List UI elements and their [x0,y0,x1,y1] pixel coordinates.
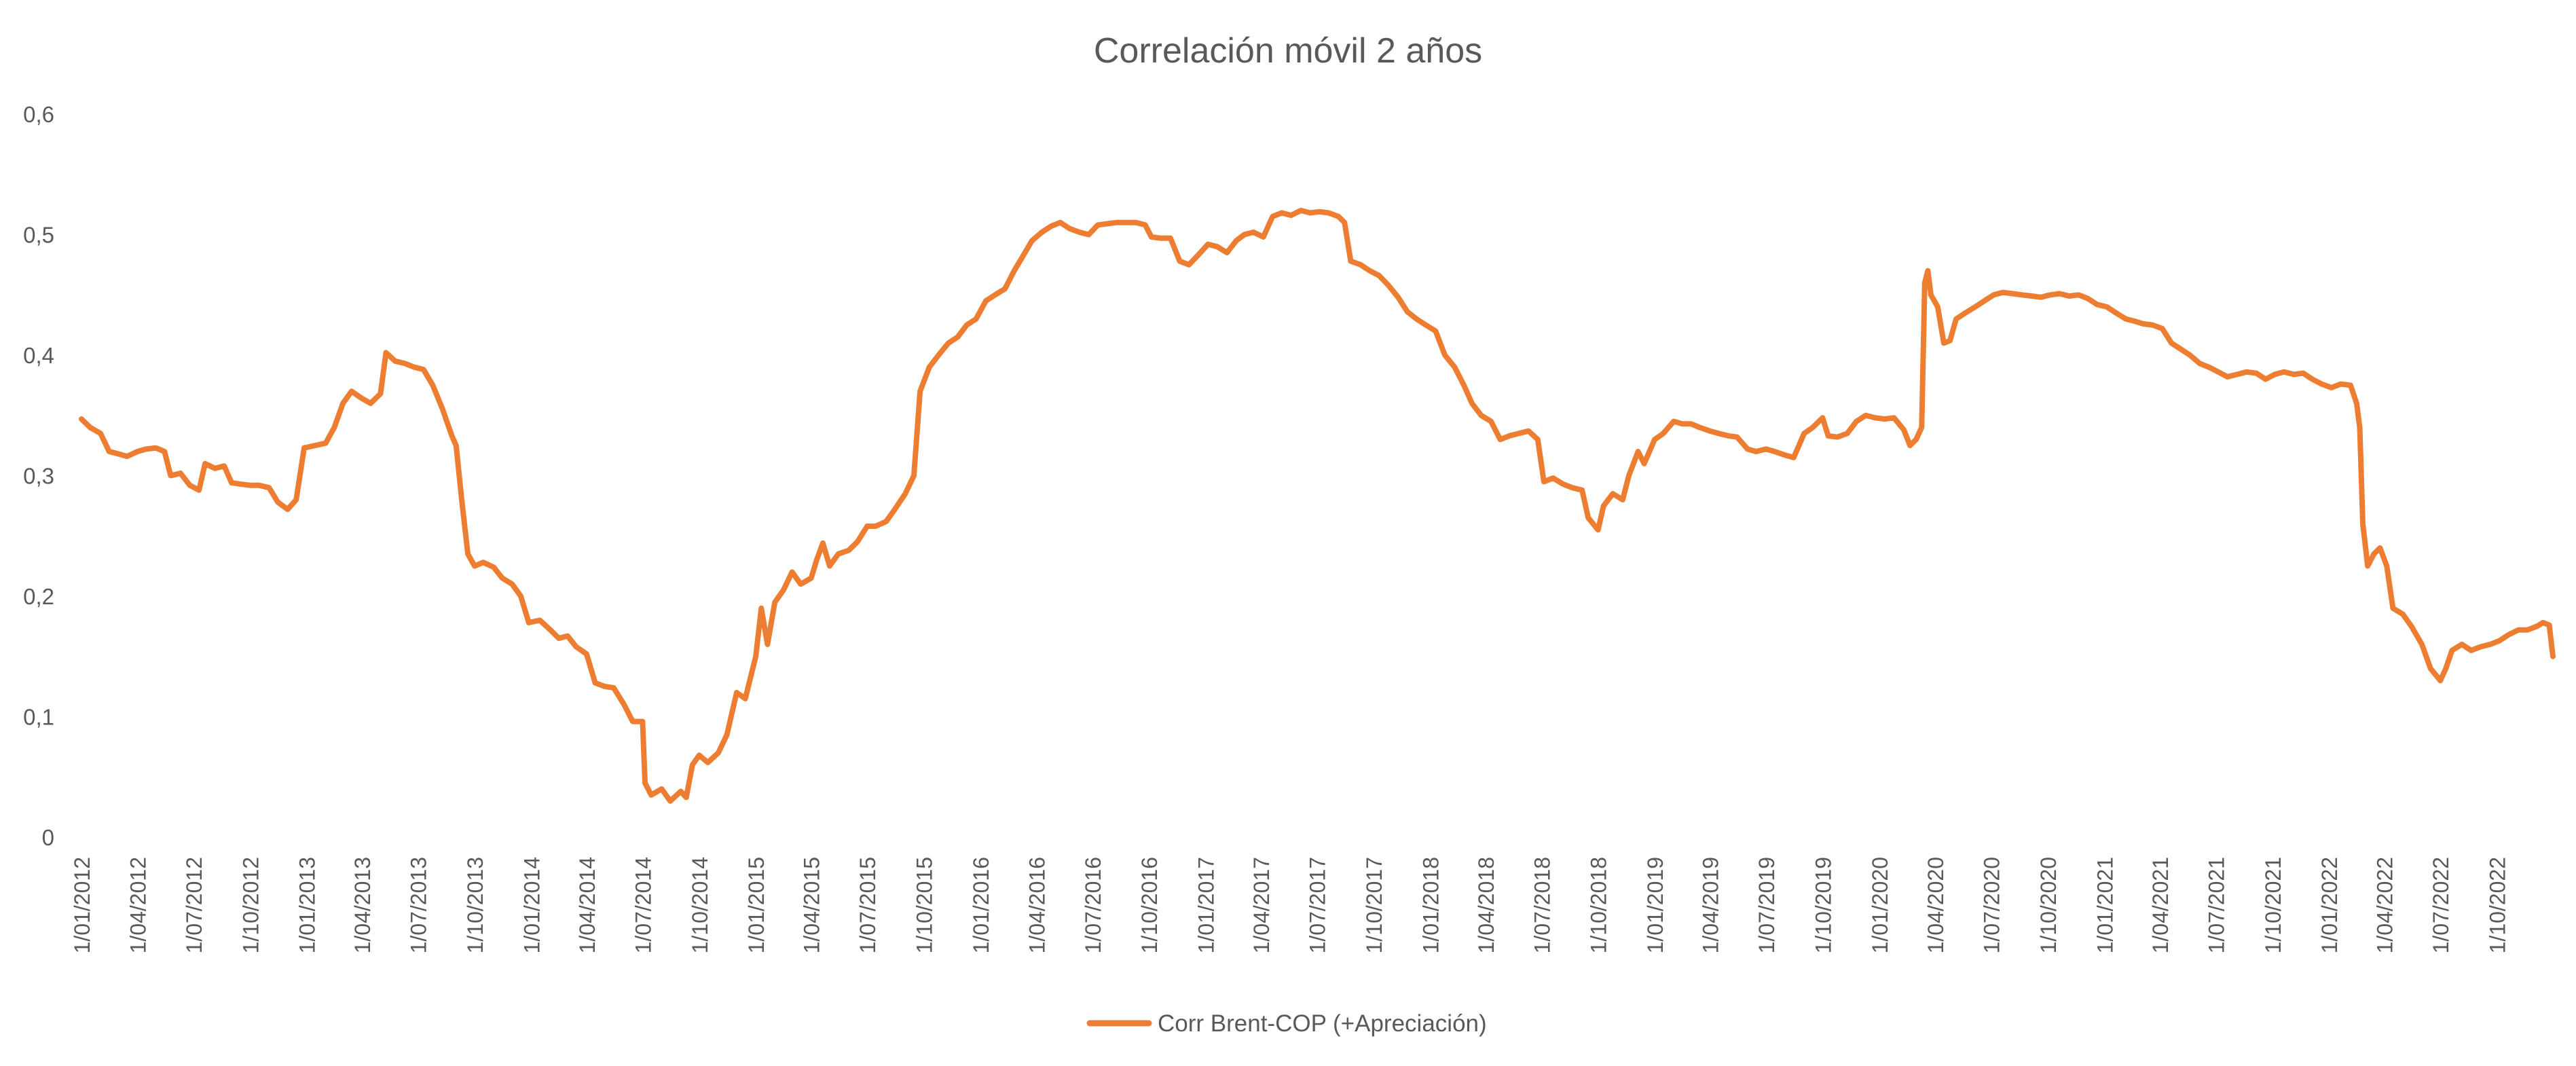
x-tick-label: 1/07/2014 [631,857,655,953]
x-tick-label: 1/10/2017 [1362,857,1386,953]
x-tick-label: 1/04/2019 [1699,857,1723,953]
x-tick-label: 1/10/2016 [1137,857,1162,953]
x-tick-label: 1/04/2022 [2373,857,2397,953]
x-tick-label: 1/01/2020 [1868,857,1892,953]
y-tick-label: 0,1 [23,705,54,730]
x-tick-label: 1/01/2013 [295,857,320,953]
x-tick-label: 1/07/2020 [1980,857,2004,953]
y-tick-label: 0,5 [23,223,54,248]
x-tick-label: 1/01/2017 [1194,857,1219,953]
x-tick-label: 1/10/2013 [463,857,487,953]
x-tick-label: 1/01/2019 [1643,857,1668,953]
x-tick-label: 1/10/2014 [688,857,712,953]
x-tick-label: 1/10/2012 [238,857,263,953]
series-line [79,208,2556,804]
y-tick-label: 0 [42,825,54,850]
x-tick-label: 1/07/2012 [182,857,206,953]
x-tick-label: 1/04/2021 [2148,857,2173,953]
x-tick-label: 1/07/2022 [2429,857,2453,953]
x-tick-label: 1/01/2021 [2093,857,2117,953]
x-tick-label: 1/04/2013 [350,857,375,953]
x-tick-label: 1/04/2017 [1249,857,1274,953]
x-tick-label: 1/01/2018 [1418,857,1443,953]
x-tick-label: 1/10/2015 [913,857,937,953]
plot-area [79,208,2556,804]
x-tick-label: 1/07/2016 [1081,857,1105,953]
legend: Corr Brent-COP (+Apreciación) [1086,1010,1487,1037]
x-tick-label: 1/04/2015 [800,857,824,953]
x-tick-label: 1/07/2019 [1754,857,1779,953]
x-tick-label: 1/10/2022 [2486,857,2510,953]
x-tick-label: 1/01/2012 [70,857,94,953]
x-tick-label: 1/07/2017 [1306,857,1330,953]
y-tick-label: 0,2 [23,584,54,609]
y-tick-label: 0,3 [23,464,54,489]
x-tick-label: 1/01/2016 [969,857,993,953]
x-tick-label: 1/07/2021 [2204,857,2228,953]
x-tick-label: 1/07/2013 [407,857,431,953]
legend-label: Corr Brent-COP (+Apreciación) [1158,1010,1487,1037]
x-tick-label: 1/01/2014 [519,857,544,953]
x-tick-label: 1/04/2016 [1025,857,1049,953]
chart-title: Correlación móvil 2 años [1094,31,1482,71]
y-tick-label: 0,6 [23,102,54,127]
x-tick-label: 1/10/2021 [2261,857,2285,953]
x-tick-label: 1/04/2012 [126,857,150,953]
x-axis: 1/01/2012 1/04/2012 1/07/2012 1/10/2012 1/01… [70,857,2510,953]
x-tick-label: 1/10/2020 [2036,857,2061,953]
x-tick-label: 1/07/2018 [1530,857,1554,953]
x-tick-label: 1/07/2015 [855,857,880,953]
x-tick-label: 1/04/2020 [1924,857,1948,953]
x-tick-label: 1/01/2015 [744,857,769,953]
x-tick-label: 1/10/2019 [1811,857,1835,953]
y-tick-label: 0,4 [23,343,54,368]
x-tick-label: 1/01/2022 [2317,857,2342,953]
x-tick-label: 1/04/2018 [1474,857,1498,953]
x-tick-label: 1/04/2014 [575,857,600,953]
y-axis: 0 0,1 0,2 0,3 0,4 0,5 0,6 [23,102,54,850]
x-tick-label: 1/10/2018 [1587,857,1611,953]
